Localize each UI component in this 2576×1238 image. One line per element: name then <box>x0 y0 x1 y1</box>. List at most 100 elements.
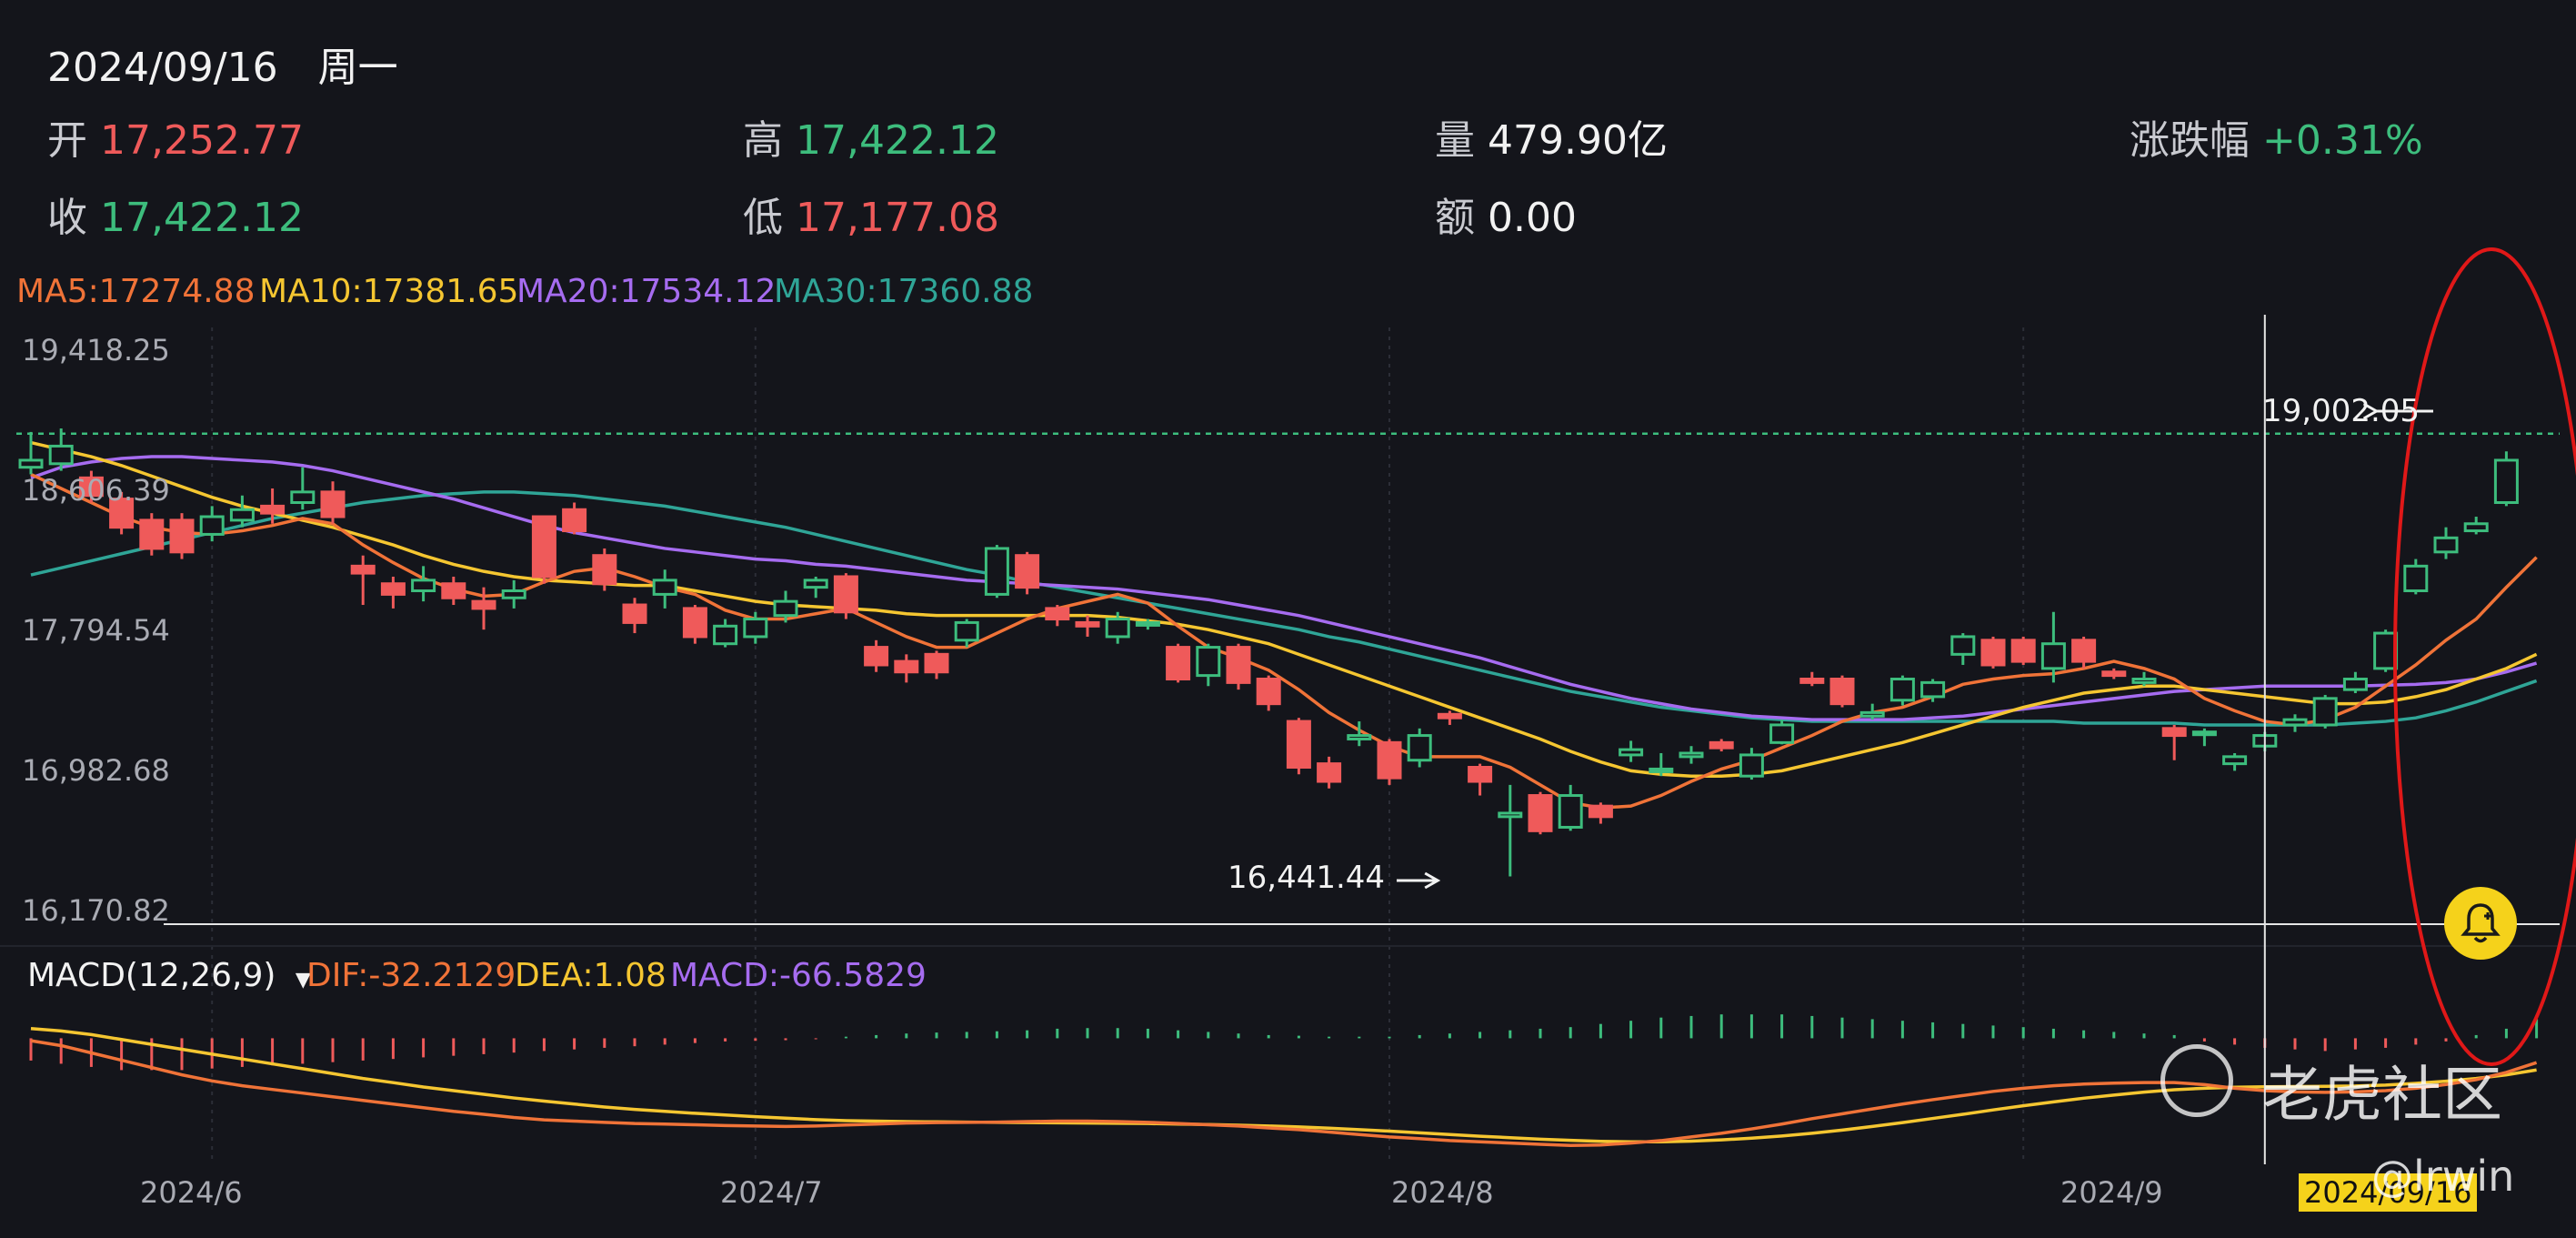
y-tick-label: 17,794.54 <box>22 613 170 648</box>
watermark-brand: 老虎社区 <box>2262 1060 2502 1130</box>
max-price-annotation: 19,002.05 <box>2262 393 2420 429</box>
candle-down <box>833 575 858 614</box>
candle-up <box>411 579 436 592</box>
candle-down <box>682 607 707 639</box>
high-value: 17,422.12 <box>796 117 999 164</box>
candle-up <box>713 624 738 646</box>
dea-line <box>30 1026 2537 1144</box>
min-arrow-head <box>1424 871 1441 890</box>
tiger-logo-icon <box>2160 1044 2233 1117</box>
x-tick-label: 2024/8 <box>1391 1175 1494 1210</box>
candle-down <box>562 508 587 533</box>
candle-up <box>1347 734 1372 740</box>
candle-down <box>320 490 346 518</box>
ma30-legend[interactable]: MA30:17360.88 <box>774 273 1034 310</box>
candle-up <box>18 458 44 469</box>
ma5-legend[interactable]: MA5:17274.88 <box>16 273 256 310</box>
volume-value: 479.90亿 <box>1488 117 1668 164</box>
macd-indicator-selector[interactable]: MACD(12,26,9) ▼ <box>27 957 311 994</box>
candles <box>18 428 2519 877</box>
header-date: 2024/09/16 周一 <box>47 35 398 93</box>
ma10-legend[interactable]: MA10:17381.65 <box>259 273 519 310</box>
candle-up <box>803 579 828 589</box>
y-tick-label: 16,982.68 <box>22 753 170 788</box>
candle-down <box>109 498 135 529</box>
macd-title: MACD(12,26,9) <box>27 957 276 994</box>
max-price-text: 19,002.05 <box>2262 393 2421 429</box>
ma10-line <box>30 440 2538 778</box>
candle-down <box>1045 607 1070 621</box>
candle-up <box>652 579 677 596</box>
change-label: 涨跌幅 <box>2130 117 2250 164</box>
amount-label: 额 <box>1435 195 1475 241</box>
candle-up <box>48 444 74 466</box>
bell-icon <box>2461 903 2501 943</box>
candle-up <box>2131 677 2157 684</box>
candle-up <box>1950 635 1976 656</box>
candle-up <box>1196 646 1221 678</box>
ma20-line <box>30 455 2538 721</box>
weekday-text: 周一 <box>317 45 398 91</box>
dea-legend: DEA:1.08 <box>515 957 667 994</box>
candle-down <box>380 582 406 596</box>
close-value: 17,422.12 <box>100 195 304 241</box>
candle-up <box>290 490 316 505</box>
y-tick-label: 19,418.25 <box>22 333 170 367</box>
candle-down <box>1286 720 1311 769</box>
watermark-user: @lrwin <box>2371 1152 2515 1201</box>
candle-up <box>1889 677 1915 702</box>
volume-stat: 量 479.90亿 <box>1435 107 1668 166</box>
candle-down <box>1528 794 1553 832</box>
candle-up <box>199 515 225 536</box>
candle-down <box>2161 727 2187 738</box>
open-value: 17,252.77 <box>100 117 304 164</box>
candle-down <box>1829 677 1855 706</box>
ma20-legend[interactable]: MA20:17534.12 <box>516 273 777 310</box>
candle-up <box>1498 811 1523 819</box>
candle-up <box>2373 631 2399 670</box>
min-price-text: 16,441.44 <box>1228 860 1386 896</box>
candle-down <box>924 652 949 674</box>
candle-up <box>2282 718 2308 727</box>
candle-up <box>1649 767 1674 773</box>
candle-up <box>773 599 798 618</box>
candle-up <box>1407 734 1432 762</box>
macd-legend: MACD:-66.5829 <box>670 957 927 994</box>
candle-up <box>1859 710 1885 718</box>
candle-up <box>2403 564 2429 592</box>
open-stat: 开 17,252.77 <box>47 107 304 166</box>
candle-down <box>2101 670 2127 678</box>
candle-down <box>592 554 617 586</box>
candle-up <box>743 618 768 639</box>
chart-overlay <box>1397 247 2576 1164</box>
candle-up <box>1920 680 1946 699</box>
candle-down <box>1015 554 1040 589</box>
candle-down <box>441 582 466 599</box>
candle-up <box>1679 751 1704 759</box>
candle-up <box>984 547 1009 596</box>
dif-legend: DIF:-32.2129 <box>306 957 516 994</box>
candle-down <box>1377 740 1402 780</box>
highlight-ellipse <box>2393 247 2576 1066</box>
candle-up <box>2463 522 2489 533</box>
open-label: 开 <box>47 117 87 164</box>
ma-lines <box>30 440 2538 810</box>
candle-up <box>2040 642 2066 670</box>
selected-date-badge: 2024/09/16 <box>2299 1173 2478 1212</box>
candle-up <box>229 508 255 522</box>
price-alert-button[interactable] <box>2444 887 2517 960</box>
y-tick-label: 18,606.39 <box>22 473 170 508</box>
candle-up <box>2493 458 2519 505</box>
candle-down <box>78 476 104 498</box>
amount-stat: 额 0.00 <box>1435 185 1577 243</box>
macd-panel <box>29 1014 2539 1148</box>
amount-value: 0.00 <box>1488 195 1577 241</box>
candle-down <box>169 518 195 554</box>
candle-up <box>2312 697 2338 727</box>
candle-down <box>1437 712 1462 720</box>
low-label: 低 <box>743 195 783 241</box>
candle-down <box>1075 620 1100 628</box>
caret-down-icon: ▼ <box>295 969 311 991</box>
candle-down <box>350 564 376 575</box>
